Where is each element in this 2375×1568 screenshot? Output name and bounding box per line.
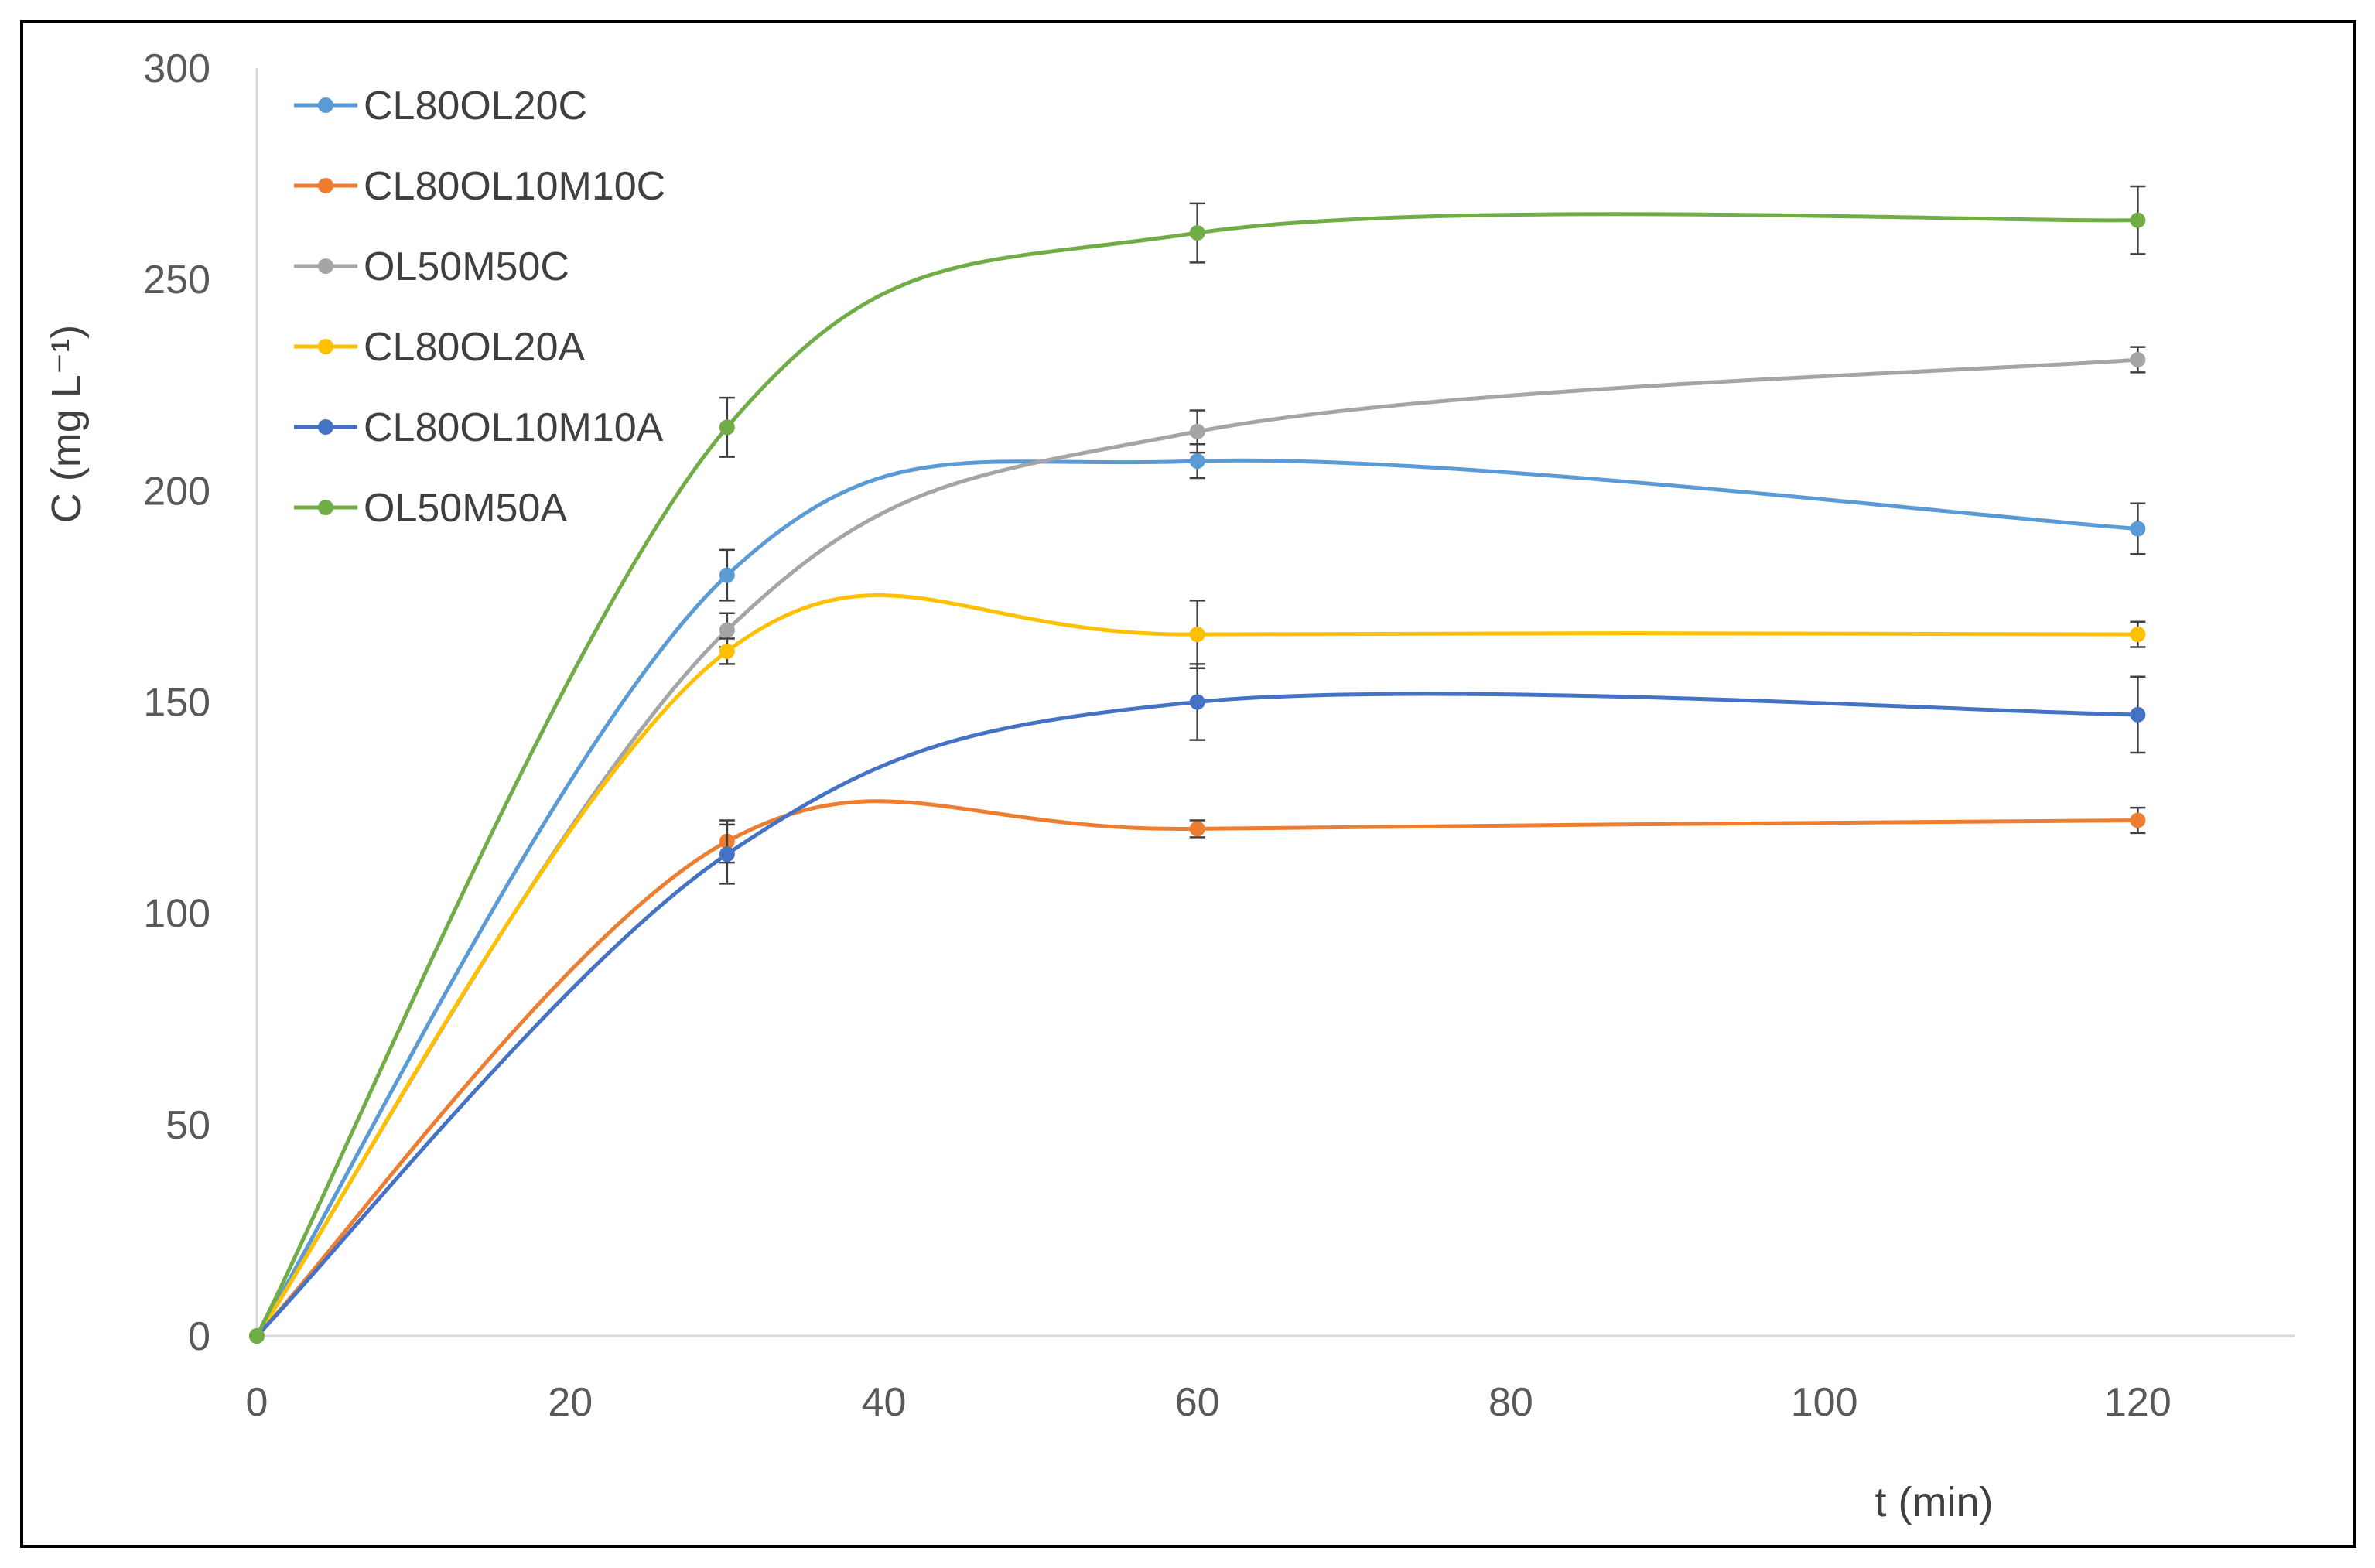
data-point <box>719 419 735 436</box>
legend-item: CL80OL10M10C <box>294 164 665 209</box>
legend-marker <box>318 339 333 354</box>
y-axis-title: C (mg L⁻¹) <box>43 325 90 524</box>
legend-item: OL50M50A <box>294 486 567 531</box>
data-point <box>249 1328 265 1344</box>
legend-marker <box>318 97 333 113</box>
x-axis-title: t (min) <box>1875 1479 1994 1525</box>
data-point <box>1189 423 1205 439</box>
legend: CL80OL20C CL80OL10M10C OL50M50C CL80OL20A CL… <box>294 84 665 531</box>
series-lines <box>249 185 2146 1344</box>
y-tick-label: 150 <box>143 681 210 726</box>
data-point <box>719 622 735 638</box>
x-tick-label: 120 <box>2104 1380 2172 1425</box>
x-tick-labels: 0 20 40 60 80 100 120 <box>246 1380 2172 1425</box>
data-point <box>719 643 735 659</box>
data-point <box>1189 821 1205 837</box>
legend-label: OL50M50A <box>364 486 567 531</box>
x-tick-label: 40 <box>862 1380 907 1425</box>
y-tick-labels: 0 50 100 150 200 250 300 <box>143 46 210 1359</box>
legend-marker <box>318 178 333 193</box>
legend-label: CL80OL10M10C <box>364 164 665 209</box>
data-point <box>719 846 735 863</box>
legend-marker <box>318 419 333 435</box>
series-line <box>255 593 2138 1337</box>
legend-marker <box>318 500 333 515</box>
series-line <box>255 212 2138 1337</box>
series-cl80ol20c <box>249 442 2146 1344</box>
series-cl80ol10m10a <box>249 663 2146 1344</box>
legend-label: CL80OL20C <box>364 84 587 128</box>
x-tick-label: 20 <box>548 1380 593 1425</box>
data-point <box>2130 351 2146 367</box>
y-tick-label: 250 <box>143 258 210 302</box>
data-point <box>2130 627 2146 643</box>
series-line <box>255 458 2138 1337</box>
legend-item: CL80OL20A <box>294 325 586 370</box>
legend-item: CL80OL10M10A <box>294 405 664 450</box>
legend-label: OL50M50C <box>364 244 569 289</box>
y-tick-label: 50 <box>166 1103 210 1148</box>
data-point <box>1189 694 1205 710</box>
legend-item: OL50M50C <box>294 244 569 289</box>
data-point <box>1189 225 1205 241</box>
data-point <box>2130 521 2146 537</box>
x-tick-label: 60 <box>1175 1380 1220 1425</box>
x-tick-label: 80 <box>1488 1380 1533 1425</box>
data-point <box>2130 212 2146 228</box>
data-point <box>2130 706 2146 723</box>
axes <box>255 68 2295 1337</box>
x-tick-label: 0 <box>246 1380 268 1425</box>
series-cl80ol20a <box>249 593 2146 1344</box>
data-point <box>1189 627 1205 643</box>
series-line <box>255 799 2138 1337</box>
y-tick-label: 0 <box>188 1314 210 1359</box>
chart-frame <box>20 20 2356 1548</box>
y-tick-label: 200 <box>143 469 210 514</box>
legend-marker <box>318 258 333 274</box>
y-tick-label: 300 <box>143 46 210 91</box>
data-point <box>1189 453 1205 470</box>
legend-item: CL80OL20C <box>294 84 587 128</box>
y-tick-label: 100 <box>143 892 210 937</box>
series-ol50m50a <box>249 185 2146 1344</box>
x-tick-label: 100 <box>1791 1380 1858 1425</box>
legend-label: CL80OL10M10A <box>364 405 664 450</box>
data-point <box>719 567 735 583</box>
legend-label: CL80OL20A <box>364 325 586 370</box>
series-line <box>255 692 2138 1337</box>
data-point <box>2130 812 2146 828</box>
